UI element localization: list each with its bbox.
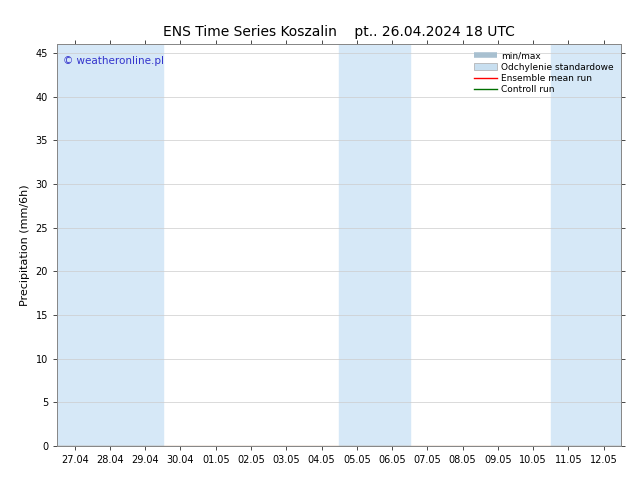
Bar <box>339 44 410 446</box>
Y-axis label: Precipitation (mm/6h): Precipitation (mm/6h) <box>20 184 30 306</box>
Bar <box>551 44 621 446</box>
Title: ENS Time Series Koszalin    pt.. 26.04.2024 18 UTC: ENS Time Series Koszalin pt.. 26.04.2024… <box>163 25 515 39</box>
Bar <box>57 44 163 446</box>
Legend: min/max, Odchylenie standardowe, Ensemble mean run, Controll run: min/max, Odchylenie standardowe, Ensembl… <box>472 49 617 97</box>
Text: © weatheronline.pl: © weatheronline.pl <box>63 56 164 66</box>
